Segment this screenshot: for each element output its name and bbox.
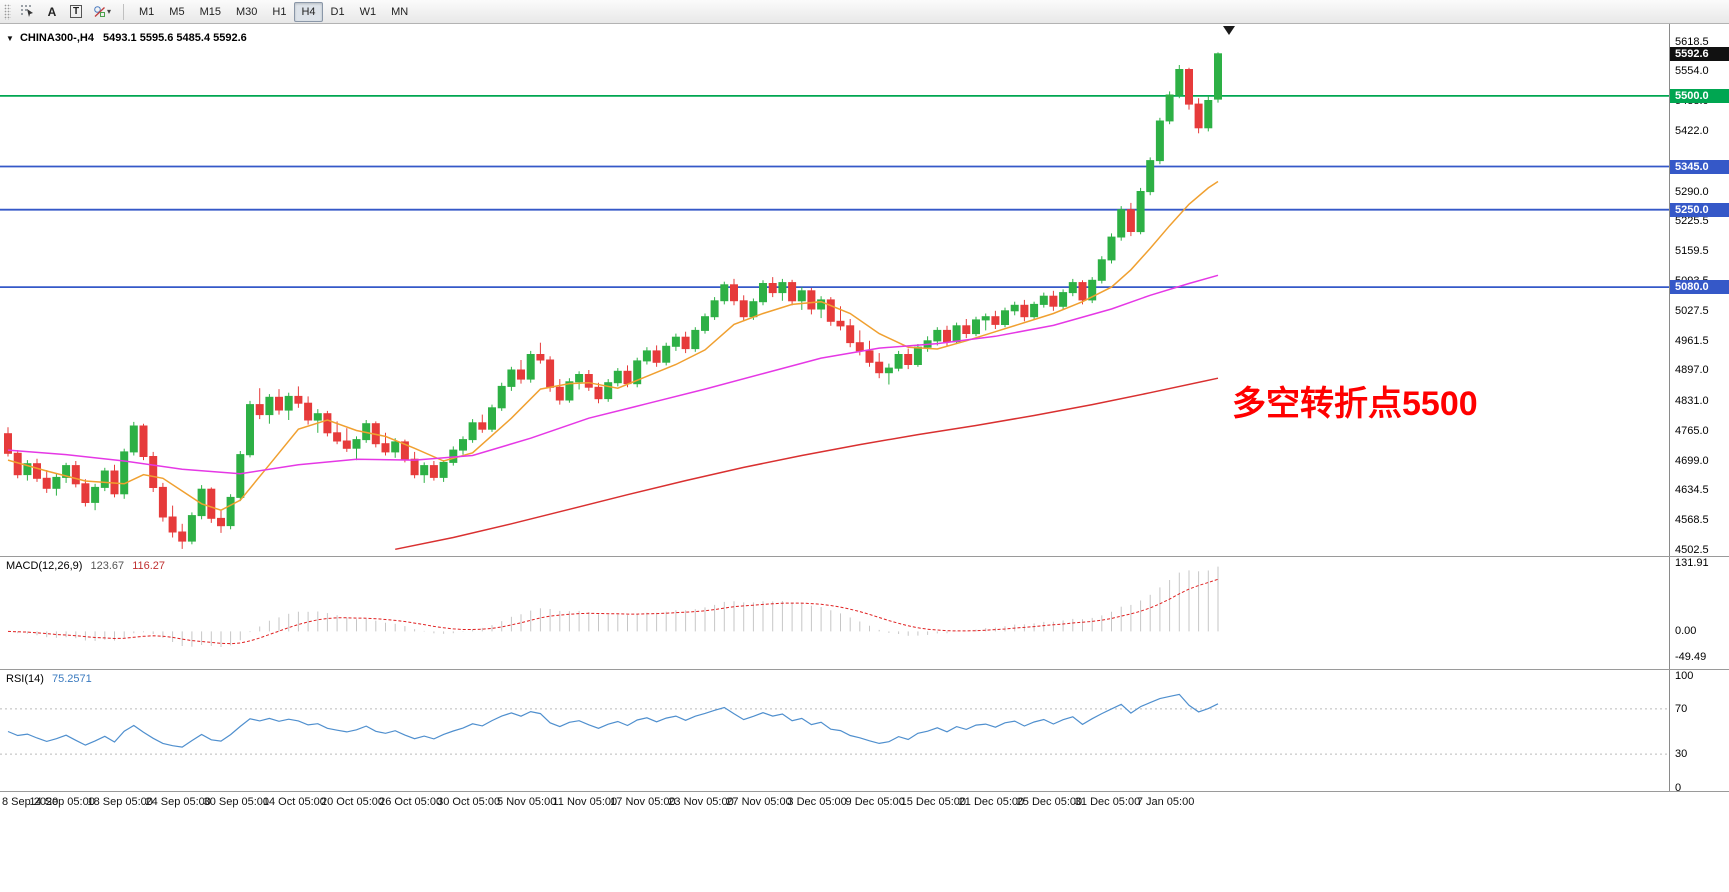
ohlc-values: 5493.1 5595.6 5485.4 5592.6: [103, 32, 247, 44]
time-label: 31 Dec 05:00: [1074, 796, 1141, 808]
price-marker: 5250.0: [1670, 202, 1729, 217]
macd-scale[interactable]: 131.91 0.00 -49.49: [1669, 557, 1729, 670]
price-marker: 5592.6: [1670, 46, 1729, 61]
price-tick: 5159.5: [1675, 244, 1709, 257]
price-tick: 4831.0: [1675, 394, 1709, 407]
time-label: 11 Nov 05:00: [552, 796, 618, 808]
letter-a-icon: A: [47, 4, 57, 19]
price-marker: 5080.0: [1670, 280, 1729, 295]
rsi-tick: 70: [1675, 702, 1688, 715]
price-tick: 4961.5: [1675, 335, 1709, 348]
time-label: 26 Oct 05:00: [379, 796, 443, 808]
time-label: 15 Dec 05:00: [900, 796, 967, 808]
chart-dropdown-icon[interactable]: ▼: [6, 34, 14, 43]
timeframe-button-m15[interactable]: M15: [199, 5, 221, 18]
price-tick: 5225.5: [1675, 214, 1709, 227]
macd-name: MACD(12,26,9): [6, 560, 83, 572]
time-axis[interactable]: 8 Sep 2020 14 Sep 05:00 18 Sep 05:00 24 Sep…: [0, 791, 1729, 810]
time-label: 8 Sep 2020: [2, 796, 59, 808]
price-tick: 5422.0: [1675, 125, 1709, 138]
macd-tick: -49.49: [1675, 651, 1707, 664]
timeframe-button-h4[interactable]: H4: [294, 1, 323, 22]
price-tick: 4634.5: [1675, 483, 1709, 496]
price-tick: 5290.0: [1675, 185, 1709, 198]
time-label: 5 Nov 05:00: [497, 796, 557, 808]
timeframe-button-m1[interactable]: M1: [139, 5, 155, 18]
time-label: 18 Sep 05:00: [87, 796, 153, 808]
rsi-panel[interactable]: RSI(14) 75.2571: [0, 670, 1669, 791]
toolbar: A T ▾ M1 M5 M15 M30 H1 H4 D1 W1 MN: [0, 0, 1729, 24]
shift-marker-icon: [1223, 26, 1235, 35]
time-label: 23 Nov 05:00: [668, 796, 734, 808]
letter-t-icon: T: [69, 5, 83, 18]
rsi-tick: 100: [1675, 670, 1694, 682]
time-label: 14 Sep 05:00: [29, 796, 95, 808]
cursor-tool-button[interactable]: [16, 2, 39, 22]
price-marker: 5345.0: [1670, 159, 1729, 174]
caret-down-icon: ▾: [107, 7, 112, 16]
time-label: 20 Oct 05:00: [321, 796, 384, 808]
timeframe-button-m30[interactable]: M30: [235, 5, 258, 18]
rsi-scale[interactable]: 100 70 30 0: [1669, 670, 1729, 791]
time-label: 9 Dec 05:00: [845, 796, 905, 808]
price-tick: 4897.0: [1675, 364, 1709, 377]
symbol-period-label: CHINA300-,H4: [19, 32, 94, 44]
macd-signal-value: 116.27: [132, 560, 166, 572]
toolbar-separator: [123, 3, 125, 20]
time-label: 17 Nov 05:00: [610, 796, 676, 808]
timeframe-button-m5[interactable]: M5: [169, 5, 185, 18]
timeframe-group: M1 M5 M15 M30 H1 H4 D1 W1 MN: [132, 1, 415, 22]
price-scale[interactable]: 5618.55554.05488.05422.05290.05225.55159…: [1669, 24, 1729, 557]
draw-tools-button[interactable]: ▾: [89, 2, 115, 22]
macd-label: MACD(12,26,9) 123.67 116.27: [6, 560, 165, 572]
time-label: 7 Jan 05:00: [1136, 796, 1195, 808]
timeframe-button-mn[interactable]: MN: [391, 5, 409, 18]
price-tick: 4699.0: [1675, 454, 1709, 467]
panel-splitter[interactable]: [0, 669, 1729, 670]
toolbar-grip[interactable]: [4, 3, 11, 20]
macd-tick: 0.00: [1675, 625, 1697, 638]
price-tick: 4568.5: [1675, 514, 1709, 526]
time-label: 3 Dec 05:00: [787, 796, 847, 808]
cursor-grid-icon: [21, 5, 33, 17]
time-label: 14 Oct 05:00: [262, 796, 326, 808]
rsi-tick: 30: [1675, 748, 1688, 761]
main-chart-canvas[interactable]: ▼ CHINA300-,H4 5493.1 5595.6 5485.4 5592…: [0, 24, 1669, 556]
timeframe-button-h1[interactable]: H1: [272, 5, 287, 18]
timeframe-button-d1[interactable]: D1: [330, 5, 345, 18]
rsi-tick: 0: [1675, 782, 1682, 791]
price-tick: 5554.0: [1675, 65, 1709, 78]
time-label: 30 Oct 05:00: [437, 796, 501, 808]
price-marker: 5500.0: [1670, 88, 1729, 103]
rsi-name: RSI(14): [6, 673, 44, 685]
rsi-value: 75.2571: [51, 673, 92, 685]
time-label: 25 Dec 05:00: [1016, 796, 1083, 808]
shapes-icon: [94, 6, 105, 18]
macd-panel[interactable]: MACD(12,26,9) 123.67 116.27: [0, 557, 1669, 669]
text-frame-button[interactable]: T: [65, 2, 87, 22]
panel-splitter[interactable]: [0, 556, 1729, 557]
price-tick: 4502.5: [1675, 544, 1709, 556]
macd-main-value: 123.67: [90, 560, 125, 572]
annotation-text: 多空转折点5500: [1232, 385, 1478, 423]
time-label: 30 Sep 05:00: [203, 796, 270, 808]
timeframe-button-w1[interactable]: W1: [359, 5, 377, 18]
time-label: 21 Dec 05:00: [958, 796, 1025, 808]
chart-title: ▼ CHINA300-,H4 5493.1 5595.6 5485.4 5592…: [6, 32, 247, 44]
rsi-label: RSI(14) 75.2571: [6, 673, 92, 685]
price-tick: 4765.0: [1675, 424, 1709, 437]
macd-tick: 131.91: [1675, 557, 1709, 569]
time-label: 27 Nov 05:00: [726, 796, 792, 808]
price-tick: 5027.5: [1675, 305, 1709, 317]
text-annotation-button[interactable]: A: [41, 2, 63, 22]
time-label: 24 Sep 05:00: [145, 796, 211, 808]
price-tick: 5618.5: [1675, 36, 1709, 48]
